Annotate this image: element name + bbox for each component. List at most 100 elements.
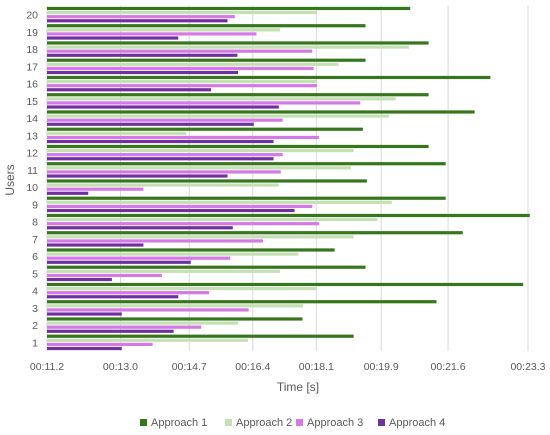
- bar-user-16-approach-3: [47, 84, 317, 88]
- y-tick-label-5: 5: [32, 268, 38, 280]
- bar-user-17-approach-2: [47, 62, 339, 66]
- bar-user-13-approach-1: [47, 127, 363, 131]
- bar-user-9-approach-4: [47, 208, 295, 213]
- y-tick-label-4: 4: [32, 286, 38, 298]
- y-tick-label-17: 17: [26, 61, 38, 73]
- x-tick-label-2: 00:14.7: [172, 361, 207, 373]
- legend-swatch-1: [140, 419, 147, 426]
- bar-user-8-approach-1: [47, 213, 530, 218]
- bar-user-4-approach-4: [47, 295, 179, 299]
- y-tick-label-20: 20: [26, 10, 38, 22]
- bar-user-4-approach-3: [47, 291, 210, 295]
- bar-user-12-approach-3: [47, 153, 283, 157]
- bar-user-10-approach-2: [47, 183, 279, 187]
- bar-user-17-approach-4: [47, 70, 239, 75]
- y-tick-label-9: 9: [32, 199, 38, 211]
- bar-user-20-approach-3: [47, 15, 235, 19]
- bars-layer: [47, 6, 530, 351]
- bar-user-7-approach-1: [47, 231, 463, 235]
- legend-label-3: Approach 3: [307, 417, 363, 429]
- legend-label-4: Approach 4: [389, 417, 445, 429]
- y-tick-label-18: 18: [26, 44, 38, 56]
- bar-user-6-approach-4: [47, 260, 191, 264]
- bar-user-5-approach-4: [47, 277, 112, 282]
- y-tick-label-15: 15: [26, 96, 38, 108]
- x-axis-title: Time [s]: [277, 380, 319, 394]
- bar-user-17-approach-1: [47, 58, 366, 62]
- bar-user-6-approach-3: [47, 256, 231, 260]
- y-tick-label-1: 1: [32, 337, 38, 349]
- bar-user-18-approach-2: [47, 45, 409, 49]
- bar-user-20-approach-1: [47, 6, 411, 11]
- y-tick-label-2: 2: [32, 320, 38, 332]
- bar-user-3-approach-4: [47, 312, 122, 316]
- bar-user-1-approach-2: [47, 338, 248, 342]
- bar-user-3-approach-3: [47, 308, 249, 312]
- bar-user-4-approach-2: [47, 286, 317, 291]
- legend-swatch-3: [296, 419, 303, 426]
- bar-user-19-approach-4: [47, 36, 179, 40]
- y-tick-label-14: 14: [26, 113, 38, 125]
- bar-user-7-approach-3: [47, 239, 264, 243]
- bar-user-9-approach-3: [47, 204, 313, 209]
- y-tick-label-8: 8: [32, 217, 38, 229]
- legend-label-2: Approach 2: [236, 417, 292, 429]
- bar-user-11-approach-2: [47, 166, 352, 170]
- bar-user-18-approach-3: [47, 49, 313, 53]
- bar-user-9-approach-2: [47, 200, 392, 204]
- y-tick-label-13: 13: [26, 130, 38, 142]
- x-tick-label-3: 00:16.4: [235, 361, 270, 373]
- bar-user-17-approach-3: [47, 66, 314, 71]
- bar-user-2-approach-3: [47, 325, 202, 329]
- bar-user-8-approach-4: [47, 226, 233, 230]
- bar-user-16-approach-4: [47, 88, 212, 92]
- y-axis-title: Users: [3, 164, 17, 195]
- bar-user-20-approach-2: [47, 10, 317, 15]
- y-tick-label-12: 12: [26, 148, 38, 160]
- bar-user-19-approach-3: [47, 32, 257, 36]
- bar-user-14-approach-3: [47, 118, 283, 122]
- bar-user-10-approach-1: [47, 179, 367, 183]
- bar-user-3-approach-2: [47, 304, 304, 308]
- bar-user-7-approach-4: [47, 243, 144, 247]
- x-tick-labels: 00:11.2 00:13.0 00:14.7 00:16.4 00:18.1 00:19…: [30, 361, 546, 373]
- bar-user-6-approach-2: [47, 252, 299, 256]
- bar-user-1-approach-1: [47, 334, 354, 338]
- bar-user-15-approach-2: [47, 97, 396, 101]
- bar-user-8-approach-2: [47, 217, 378, 222]
- bar-user-2-approach-4: [47, 329, 174, 333]
- bar-user-10-approach-3: [47, 187, 144, 191]
- bar-user-2-approach-1: [47, 317, 303, 321]
- bar-user-5-approach-2: [47, 269, 281, 273]
- bar-user-6-approach-1: [47, 248, 335, 252]
- bar-user-13-approach-4: [47, 139, 274, 144]
- bar-user-15-approach-3: [47, 101, 361, 105]
- y-tick-label-3: 3: [32, 303, 38, 315]
- bar-user-13-approach-3: [47, 135, 319, 140]
- bar-user-12-approach-1: [47, 144, 429, 149]
- y-tick-label-10: 10: [26, 182, 38, 194]
- legend-swatch-2: [225, 419, 232, 426]
- bar-user-18-approach-1: [47, 41, 429, 45]
- bar-user-14-approach-1: [47, 110, 475, 114]
- x-tick-label-6: 00:21.6: [431, 361, 466, 373]
- x-tick-label-0: 00:11.2: [30, 361, 64, 373]
- bar-user-8-approach-3: [47, 222, 319, 226]
- bar-user-14-approach-4: [47, 122, 254, 126]
- bar-user-11-approach-1: [47, 162, 446, 166]
- bar-user-9-approach-1: [47, 196, 446, 200]
- x-tick-label-5: 00:19.9: [364, 361, 399, 373]
- bar-user-4-approach-1: [47, 282, 524, 287]
- bar-user-19-approach-2: [47, 28, 281, 32]
- bar-user-18-approach-4: [47, 53, 238, 57]
- bar-user-7-approach-2: [47, 235, 354, 239]
- y-tick-label-6: 6: [32, 251, 38, 263]
- bar-user-5-approach-3: [47, 273, 162, 278]
- bar-user-20-approach-4: [47, 19, 228, 23]
- bar-user-1-approach-3: [47, 342, 153, 347]
- bar-user-15-approach-4: [47, 105, 279, 109]
- x-tick-label-1: 00:13.0: [103, 361, 138, 373]
- y-tick-label-7: 7: [32, 234, 38, 246]
